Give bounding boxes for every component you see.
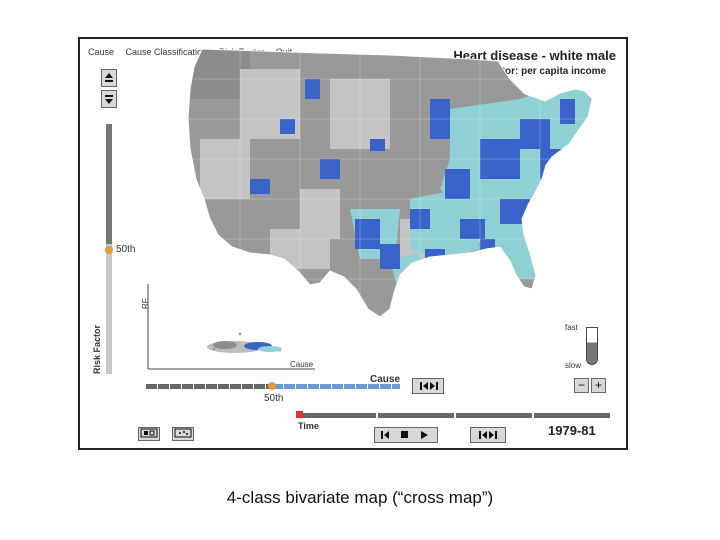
time-step-buttons[interactable] <box>470 427 506 443</box>
scatter-plot-icon <box>174 428 192 438</box>
speed-plus-button[interactable]: + <box>591 378 606 393</box>
map-title: Heart disease - white male <box>453 48 616 63</box>
step-back-forward-icon <box>479 431 497 439</box>
risk-factor-axis-label: Risk Factor <box>92 324 102 374</box>
scatter-y-label: RF <box>141 298 150 309</box>
step-back-icon[interactable] <box>381 431 389 439</box>
down-arrow-icon <box>105 95 113 104</box>
cause-step-buttons[interactable] <box>412 378 444 394</box>
map-subtitle: Risk factor: per capita income <box>463 66 607 77</box>
speed-gauge[interactable] <box>586 327 598 365</box>
title-block: Heart disease - white male Risk factor: … <box>453 48 616 77</box>
app-window: Cause Cause Classification Risk Factor Q… <box>78 37 628 450</box>
map-view-button[interactable] <box>138 427 160 441</box>
time-period-label: 1979-81 <box>548 423 596 438</box>
scatterplot[interactable]: RF Cause <box>140 279 320 374</box>
speed-fast-label: fast <box>565 323 578 332</box>
cause-slider-thumb[interactable] <box>268 382 276 390</box>
up-arrow-icon <box>105 73 113 82</box>
speed-slow-label: slow <box>565 361 582 370</box>
us-county-map[interactable] <box>180 39 610 359</box>
risk-factor-slider-thumb[interactable] <box>105 246 113 254</box>
time-tick <box>532 413 534 418</box>
scatter-x-label: Cause <box>290 360 314 369</box>
cause-slider-label: Cause <box>370 374 401 385</box>
cause-slider-value: 50th <box>264 393 284 404</box>
menu-cause-classification[interactable]: Cause Classification <box>125 47 208 57</box>
time-slider-thumb[interactable] <box>296 411 303 418</box>
map-icon <box>140 428 158 438</box>
risk-factor-slider-value: 50th <box>116 244 136 255</box>
time-tick <box>376 413 378 418</box>
scroll-down-button[interactable] <box>101 90 117 108</box>
time-label: Time <box>298 421 319 431</box>
time-tick <box>454 413 456 418</box>
map-region-blue <box>250 79 575 269</box>
speed-minus-button[interactable]: − <box>574 378 589 393</box>
us-outline <box>187 48 593 318</box>
playback-icons <box>381 431 428 439</box>
play-icon[interactable] <box>421 431 428 439</box>
cause-slider-track-upper[interactable] <box>272 384 400 389</box>
scroll-up-button[interactable] <box>101 69 117 87</box>
step-back-forward-icon <box>420 382 438 390</box>
menu-cause[interactable]: Cause <box>88 47 115 57</box>
scatter-view-button[interactable] <box>172 427 194 441</box>
time-slider-track[interactable] <box>298 413 610 418</box>
playback-controls[interactable] <box>374 427 438 443</box>
stop-icon[interactable] <box>401 431 408 438</box>
slide-caption: 4-class bivariate map (“cross map”) <box>226 488 494 507</box>
scatter-points <box>207 332 282 353</box>
